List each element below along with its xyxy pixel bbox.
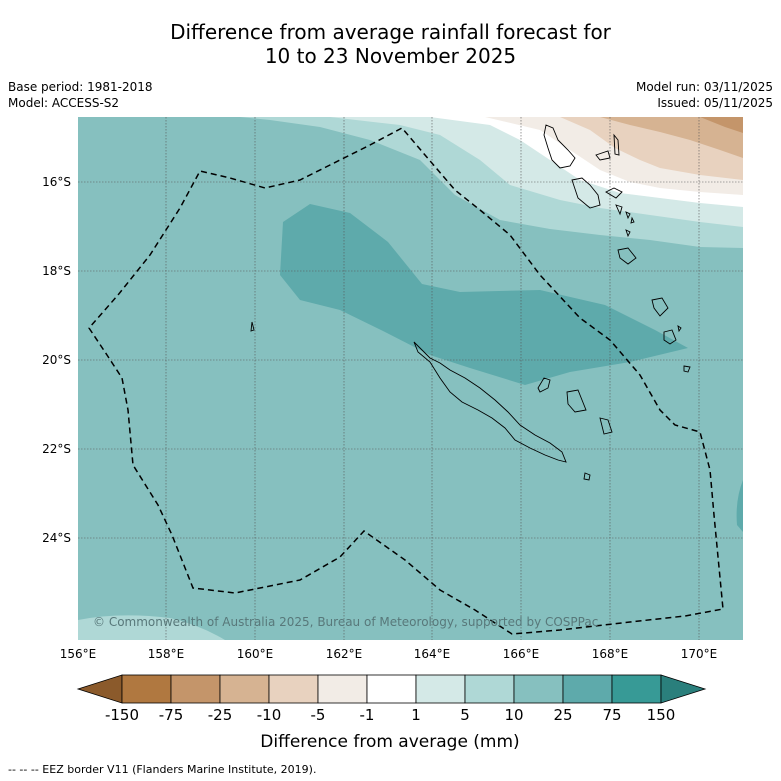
legend-swatch [415,674,466,704]
legend-swatch [170,674,221,704]
legend-swatch [268,674,319,704]
band-minus25-minus75 [700,117,743,133]
new-caledonia [413,341,567,463]
lon-label: 156°E [60,647,97,661]
rainfall-map: © Commonwealth of Australia 2025, Bureau… [78,117,743,640]
band-25-75 [280,204,688,385]
lon-label: 168°E [592,647,629,661]
lat-labels: 16°S 18°S 20°S 22°S 24°S [42,175,71,545]
legend-swatch [219,674,270,704]
legend-swatch [317,674,368,704]
legend-swatch [562,674,613,704]
band-25-75-east [736,480,743,532]
graticule [78,117,743,640]
lon-label: 170°E [681,647,718,661]
lon-labels: 156°E 158°E 160°E 162°E 164°E 166°E 168°… [60,647,718,661]
lat-label: 18°S [42,264,71,278]
lon-label: 164°E [414,647,451,661]
band-5-10-south [78,615,225,640]
lat-label: 22°S [42,442,71,456]
band-minus10-minus25 [600,117,743,158]
model-run: Model run: 03/11/2025 [635,80,773,94]
map-title-line1: Difference from average rainfall forecas… [170,20,611,44]
base-period: Base period: 1981-2018 [8,80,153,94]
legend-swatch [464,674,515,704]
coastlines [250,124,691,481]
legend-tick: 5 [460,706,470,724]
lon-label: 166°E [503,647,540,661]
legend-tick: -10 [257,706,282,724]
issued-date: Issued: 05/11/2025 [657,96,773,110]
map-title-line2: 10 to 23 November 2025 [264,44,517,68]
legend-tick: 1 [411,706,421,724]
legend-tick: 75 [602,706,621,724]
legend-ticks: -150 -75 -25 -10 -5 -1 1 5 10 25 75 150 [105,706,675,724]
lon-label: 158°E [148,647,185,661]
lat-label: 20°S [42,353,71,367]
legend-tick: -75 [159,706,184,724]
copyright-text: © Commonwealth of Australia 2025, Bureau… [93,615,598,629]
eez-footnote: -- -- -- EEZ border V11 (Flanders Marine… [8,763,317,776]
legend-tick: 25 [553,706,572,724]
legend-swatch-low-extend [76,674,123,704]
lon-label: 162°E [326,647,363,661]
legend-swatch [513,674,564,704]
legend-tick: -5 [311,706,326,724]
legend-title: Difference from average (mm) [260,732,519,752]
lat-label: 16°S [42,175,71,189]
vanuatu-espiritu-santo [543,124,576,169]
eez-border [88,127,724,635]
model-name: Model: ACCESS-S2 [8,96,120,110]
lon-label: 160°E [237,647,274,661]
legend-tick: 10 [504,706,523,724]
legend-swatch [366,674,417,704]
legend-tick: -1 [360,706,375,724]
legend-swatch [611,674,662,704]
lat-label: 24°S [42,531,71,545]
legend-tick: -25 [208,706,233,724]
legend-tick: 150 [647,706,676,724]
legend-swatch-high-extend [660,674,707,704]
legend-swatch [121,674,172,704]
legend-tick: -150 [105,706,139,724]
legend-colorbar [76,674,707,704]
